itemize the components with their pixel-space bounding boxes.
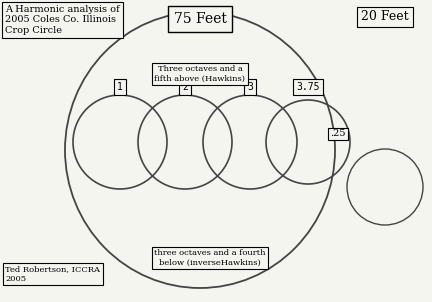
Text: 75 Feet: 75 Feet xyxy=(174,12,226,26)
Text: .25: .25 xyxy=(330,130,346,139)
Text: Three octaves and a
fifth above (Hawkins): Three octaves and a fifth above (Hawkins… xyxy=(155,66,245,83)
Text: 3.75: 3.75 xyxy=(296,82,320,92)
Text: 1: 1 xyxy=(117,82,123,92)
Text: 20 Feet: 20 Feet xyxy=(361,11,409,24)
Text: Ted Robertson, ICCRA
2005: Ted Robertson, ICCRA 2005 xyxy=(5,265,100,283)
Text: 3: 3 xyxy=(247,82,253,92)
Text: A Harmonic analysis of
2005 Coles Co. Illinois
Crop Circle: A Harmonic analysis of 2005 Coles Co. Il… xyxy=(5,5,120,35)
Text: 2: 2 xyxy=(182,82,188,92)
Text: three octaves and a fourth
below (inverseHawkins): three octaves and a fourth below (invers… xyxy=(154,249,266,267)
